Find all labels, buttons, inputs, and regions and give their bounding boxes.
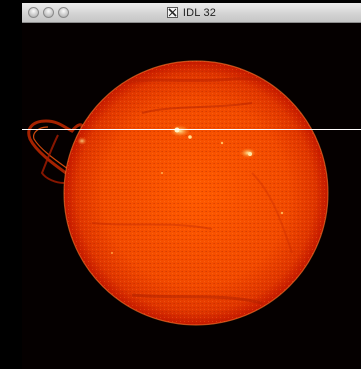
title-bar[interactable]: IDL 32 (22, 3, 361, 23)
zoom-button[interactable] (58, 7, 69, 18)
close-button[interactable] (28, 7, 39, 18)
minimize-button[interactable] (43, 7, 54, 18)
sun-image (22, 23, 361, 369)
image-canvas[interactable] (22, 23, 361, 369)
prominence (27, 119, 84, 184)
title-group: IDL 32 (22, 3, 361, 22)
window-title: IDL 32 (182, 6, 217, 19)
x11-icon (166, 7, 178, 18)
idl-window: IDL 32 (22, 3, 361, 369)
